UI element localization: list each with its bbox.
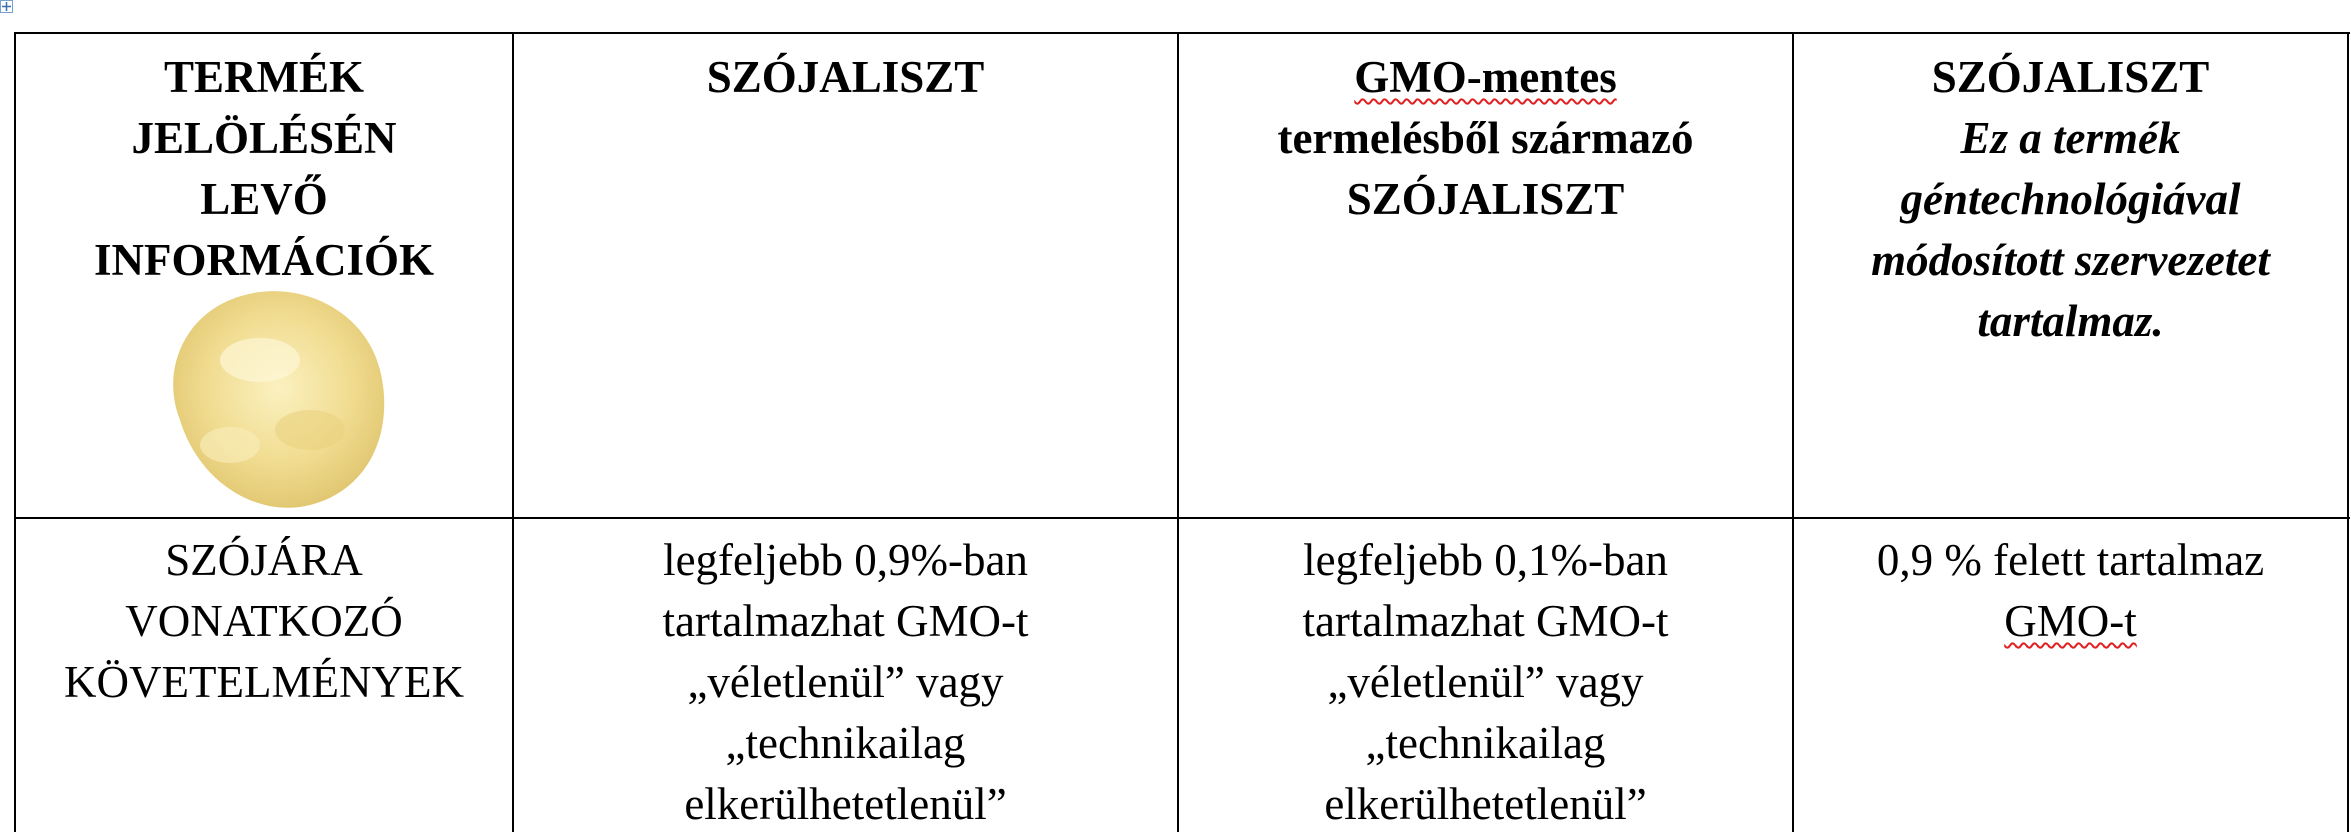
cell-text: elkerülhetetlenül” [1178, 774, 1793, 835]
cell-text: legfeljebb 0,1%-ban [1178, 530, 1793, 591]
spell-underline: GMO-t [2004, 596, 2137, 646]
column-border [512, 32, 514, 832]
cell-text: SZÓJALISZT [1793, 47, 2348, 108]
cell-text: LEVŐ [15, 169, 513, 230]
cell-text: SZÓJÁRA [15, 530, 513, 591]
cell-text: Ez a termék [1793, 108, 2348, 169]
row-border [14, 32, 2350, 34]
column-border [14, 32, 16, 832]
column-border [1177, 32, 1179, 832]
cell-text: TERMÉK [15, 47, 513, 108]
cell-text: GMO-mentes [1178, 47, 1793, 108]
cell-text: JELÖLÉSÉN [15, 108, 513, 169]
column-border [1792, 32, 1794, 832]
cell-text: VONATKOZÓ [15, 591, 513, 652]
cell-text: tartalmaz. [1793, 291, 2348, 352]
cell-text: tartalmazhat GMO-t [513, 591, 1178, 652]
cell-text: géntechnológiával [1793, 169, 2348, 230]
cell-text: „véletlenül” vagy [513, 652, 1178, 713]
cell-text: SZÓJALISZT [513, 47, 1178, 108]
cell-text: tartalmazhat GMO-t [1178, 591, 1793, 652]
cell-text: GMO-t [1793, 591, 2348, 652]
cell-text: KÖVETELMÉNYEK [15, 652, 513, 713]
table-cell: SZÓJALISZT [513, 33, 1178, 518]
table-handle-icon [0, 0, 14, 14]
page: (() => { const data = JSON.parse(documen… [0, 0, 2351, 819]
cell-text: „véletlenül” vagy [1178, 652, 1793, 713]
cell-text: termelésből származó [1178, 108, 1793, 169]
cell-text: „technikailag [513, 713, 1178, 774]
soy-flour-image [140, 270, 410, 520]
cell-text: SZÓJALISZT [1178, 169, 1793, 230]
cell-text: elkerülhetetlenül” [513, 774, 1178, 835]
column-border [2347, 32, 2349, 832]
cell-text: legfeljebb 0,9%-ban [513, 530, 1178, 591]
cell-text: „technikailag [1178, 713, 1793, 774]
cell-text: módosított szervezetet [1793, 230, 2348, 291]
spell-underline: GMO-mentes [1354, 52, 1616, 102]
cell-text: 0,9 % felett tartalmaz [1793, 530, 2348, 591]
